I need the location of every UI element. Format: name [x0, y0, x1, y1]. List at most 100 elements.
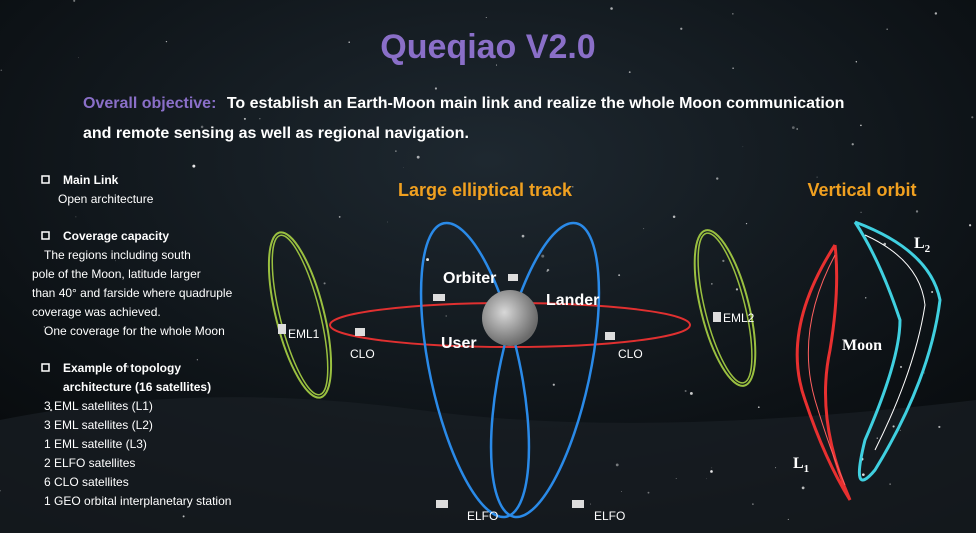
section-line: The regions including south — [44, 248, 191, 262]
star — [860, 212, 861, 213]
star — [244, 118, 246, 120]
star — [1, 69, 3, 71]
moon — [482, 290, 538, 346]
star — [706, 478, 707, 479]
star — [417, 156, 420, 159]
star — [732, 68, 733, 69]
lander-label: Lander — [546, 292, 599, 309]
star — [486, 17, 487, 18]
section-line: coverage was achieved. — [32, 305, 161, 319]
section-line: 2 ELFO satellites — [44, 456, 135, 470]
star — [788, 519, 789, 520]
satellite — [355, 328, 365, 336]
star — [403, 167, 404, 168]
vertical-title: Vertical orbit — [807, 180, 916, 200]
objective-text: and remote sensing as well as regional n… — [83, 125, 469, 142]
star — [387, 222, 388, 223]
satellite — [572, 500, 584, 508]
objective-line: Overall objective: To establish an Earth… — [83, 95, 844, 112]
clo-label: CLO — [350, 347, 375, 361]
star — [775, 467, 776, 468]
star — [618, 274, 620, 276]
star — [900, 366, 902, 368]
l1-base: L — [793, 455, 804, 472]
star — [938, 426, 940, 428]
star — [893, 425, 895, 427]
orbiter-label: Orbiter — [443, 270, 496, 287]
star — [802, 487, 805, 490]
section-line: One coverage for the whole Moon — [44, 324, 225, 338]
section-heading: Main Link — [63, 173, 119, 187]
star — [690, 392, 693, 395]
l1-sub: 1 — [804, 463, 810, 475]
satellite — [713, 312, 721, 322]
slide: Queqiao V2.0 Overall objective: To estab… — [0, 0, 976, 533]
satellite — [605, 332, 615, 340]
star — [676, 478, 677, 479]
star — [339, 216, 341, 218]
star — [792, 126, 795, 129]
star — [877, 437, 878, 438]
star — [324, 282, 326, 284]
section-line: 6 CLO satellites — [44, 475, 129, 489]
star — [862, 473, 865, 476]
star — [547, 269, 549, 271]
star — [621, 491, 622, 492]
star — [648, 492, 650, 494]
title: Queqiao V2.0 — [380, 28, 595, 66]
objective-text: To establish an Earth-Moon main link and… — [227, 95, 845, 112]
star — [711, 283, 712, 284]
star — [610, 7, 613, 10]
star — [852, 143, 854, 145]
eml1-label: EML1 — [288, 327, 320, 341]
star — [889, 483, 890, 484]
satellite — [278, 324, 286, 334]
star — [796, 128, 797, 129]
star — [166, 41, 167, 42]
star — [710, 470, 713, 473]
star — [971, 116, 973, 118]
satellite — [436, 500, 448, 508]
star — [590, 504, 591, 505]
star — [886, 29, 887, 30]
star — [736, 288, 738, 290]
star — [553, 384, 555, 386]
star — [572, 186, 573, 187]
star — [685, 390, 687, 392]
objective-label: Overall objective: — [83, 95, 216, 112]
star — [752, 503, 754, 505]
star — [192, 165, 195, 168]
section-heading: Example of topology — [63, 361, 181, 375]
star — [935, 12, 937, 14]
track-title: Large elliptical track — [398, 180, 573, 200]
star — [522, 235, 525, 238]
section-line: than 40° and farside where quadruple — [32, 286, 233, 300]
star — [900, 430, 901, 431]
star — [716, 177, 718, 179]
star — [348, 42, 349, 43]
star — [78, 57, 79, 58]
star — [680, 28, 682, 30]
clo-label: CLO — [618, 347, 643, 361]
l2-base: L — [914, 235, 925, 252]
star — [916, 210, 918, 212]
star — [817, 177, 818, 178]
star — [616, 463, 619, 466]
section-line: 3 EML satellites (L1) — [44, 399, 153, 413]
star — [743, 146, 744, 147]
star — [541, 255, 544, 258]
eml2-label: EML2 — [723, 311, 755, 325]
star — [711, 468, 712, 469]
star — [259, 118, 260, 119]
star — [197, 359, 198, 360]
star — [732, 13, 733, 14]
section-heading: architecture (16 satellites) — [63, 380, 211, 394]
user-label: User — [441, 335, 477, 352]
section-line: 1 EML satellite (L3) — [44, 437, 147, 451]
star — [629, 71, 631, 73]
section-line: Open architecture — [58, 192, 154, 206]
star — [435, 87, 437, 89]
section-line: 3 EML satellites (L2) — [44, 418, 153, 432]
satellite — [433, 294, 445, 301]
star — [75, 216, 76, 217]
